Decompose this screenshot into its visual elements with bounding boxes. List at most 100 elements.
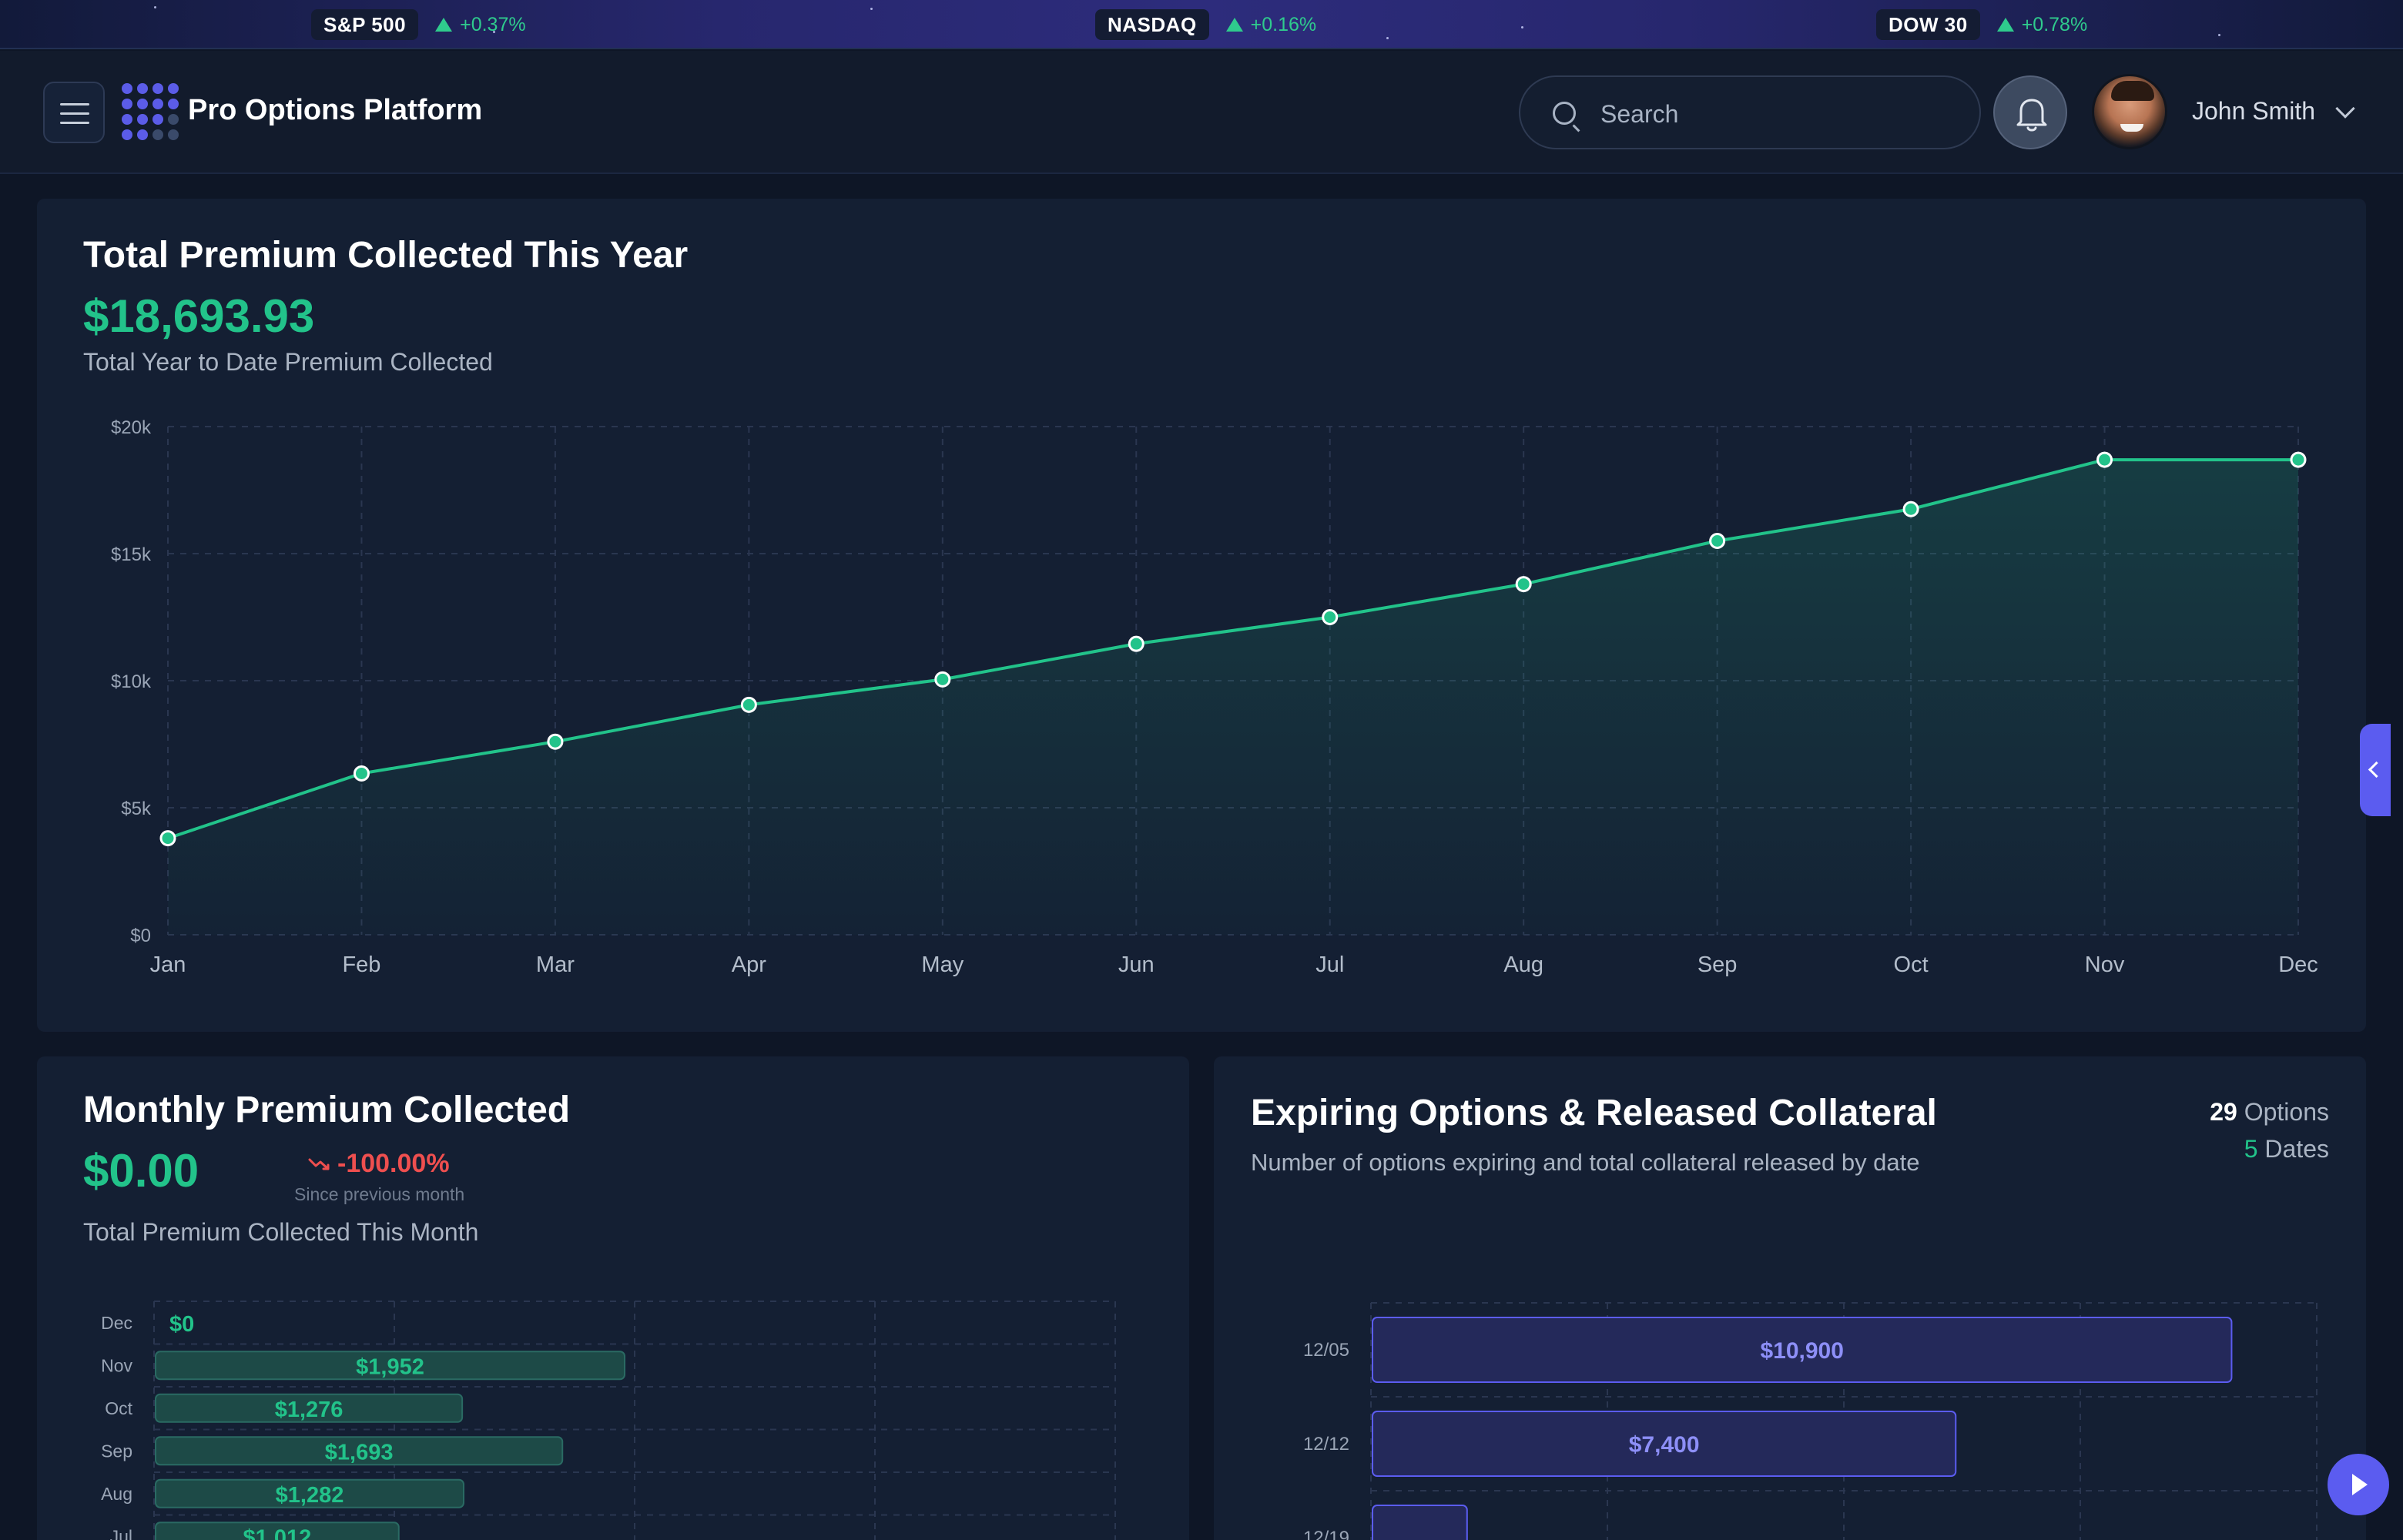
top-header: Pro Options Platform Search John Smith: [0, 51, 2403, 174]
hamburger-icon: [60, 103, 89, 105]
avatar[interactable]: [2092, 74, 2167, 149]
chevron-down-icon[interactable]: [2335, 99, 2355, 119]
ticker-item-dow30[interactable]: DOW 30 +0.78%: [1876, 9, 2087, 40]
ticker-symbol: S&P 500: [311, 9, 419, 40]
data-point: [2290, 451, 2307, 468]
monthly-premium-value: $0.00: [83, 1145, 199, 1197]
up-arrow-icon: [435, 18, 453, 32]
ticker-change: +0.78%: [1996, 13, 2088, 36]
options-label: Options: [2244, 1098, 2329, 1126]
market-ticker: S&P 500 +0.37% NASDAQ +0.16% DOW 30 +0.7…: [0, 0, 2403, 49]
x-tick-label: Mar: [536, 952, 575, 977]
star-decoration: [1521, 26, 1523, 28]
up-arrow-icon: [1996, 18, 2014, 32]
bell-icon: [2016, 99, 2047, 132]
bar: [155, 1436, 564, 1466]
x-tick-label: Oct: [1894, 952, 1929, 977]
category-label: Jul: [110, 1526, 132, 1540]
category-label: 12/19: [1303, 1528, 1349, 1540]
bar-value-label: $1,952: [356, 1354, 424, 1379]
series-line: [167, 458, 2298, 840]
bar-value-label: $7,400: [1629, 1432, 1700, 1458]
data-point: [353, 765, 370, 782]
search-input[interactable]: Search: [1519, 75, 1981, 149]
ticker-symbol: NASDAQ: [1095, 9, 1209, 40]
star-decoration: [2218, 34, 2220, 36]
bar-value-label: $1,276: [275, 1398, 344, 1422]
star-decoration: [1386, 37, 1389, 39]
ticker-change: +0.16%: [1225, 14, 1316, 36]
monthly-premium-title: Monthly Premium Collected: [83, 1090, 571, 1130]
ticker-item-nasdaq[interactable]: NASDAQ +0.16%: [1095, 9, 1316, 40]
total-premium-card: Total Premium Collected This Year $18,69…: [37, 199, 2366, 1032]
category-label: Aug: [101, 1484, 132, 1504]
monthly-change: -100.00%: [308, 1149, 450, 1179]
hamburger-icon: [60, 122, 89, 124]
star-decoration: [154, 6, 156, 8]
options-count: 29: [2210, 1098, 2237, 1126]
monthly-premium-card: Monthly Premium Collected $0.00 -100.00%…: [37, 1056, 1189, 1540]
x-tick-label: Nov: [2085, 952, 2125, 977]
x-tick-label: May: [921, 952, 964, 977]
expiring-options-card: Expiring Options & Released Collateral N…: [1214, 1056, 2366, 1540]
data-point: [1902, 500, 1919, 517]
bar: [155, 1393, 464, 1423]
expiring-title: Expiring Options & Released Collateral: [1251, 1093, 1937, 1133]
bar-value-label: $1,693: [325, 1440, 394, 1465]
series-area: [168, 460, 2298, 935]
ticker-change-value: +0.78%: [2021, 13, 2088, 35]
total-premium-value: $18,693.93: [83, 290, 315, 342]
data-point: [1322, 609, 1339, 625]
bar: [155, 1522, 400, 1540]
ticker-symbol: DOW 30: [1876, 9, 1980, 40]
expiring-summary: 29 Options 5 Dates: [2210, 1093, 2329, 1167]
play-button[interactable]: [2328, 1454, 2389, 1515]
data-point: [1709, 533, 1726, 549]
y-tick-label: $10k: [111, 671, 152, 692]
search-placeholder: Search: [1600, 100, 1679, 128]
cumulative-premium-chart: $0 $5k $10k $15k $20k Jan Feb Mar Apr May Jun Jul Au…: [111, 417, 2318, 977]
hamburger-icon: [60, 112, 89, 115]
x-tick-label: Feb: [342, 952, 380, 977]
up-arrow-icon: [1225, 18, 1243, 32]
bar-value-label: $1,012: [243, 1525, 312, 1540]
bar: [1372, 1317, 2233, 1383]
bar: [1372, 1505, 1468, 1540]
monthly-change-value: -100.00%: [337, 1149, 450, 1178]
star-decoration: [870, 8, 873, 10]
total-premium-title: Total Premium Collected This Year: [83, 235, 689, 276]
dates-count: 5: [2244, 1135, 2258, 1163]
y-tick-label: $15k: [111, 544, 152, 565]
bar: [155, 1478, 464, 1508]
category-label: Dec: [101, 1313, 132, 1333]
sidebar-collapse-button[interactable]: [2360, 724, 2391, 816]
category-label: 12/12: [1303, 1434, 1349, 1455]
bar-value-label: $10,900: [1760, 1338, 1843, 1364]
user-name[interactable]: John Smith: [2192, 97, 2316, 125]
ticker-item-sp500[interactable]: S&P 500 +0.37%: [311, 9, 526, 40]
trend-down-icon: [308, 1158, 330, 1170]
monthly-premium-subtitle: Total Premium Collected This Month: [83, 1218, 479, 1246]
notifications-button[interactable]: [1993, 75, 2067, 149]
search-icon: [1553, 102, 1576, 125]
category-label: Nov: [101, 1355, 132, 1375]
ticker-change-value: +0.37%: [460, 13, 526, 35]
category-label: Sep: [101, 1441, 132, 1461]
x-tick-label: Sep: [1698, 952, 1738, 977]
ticker-change: +0.37%: [435, 14, 526, 36]
expiring-subtitle: Number of options expiring and total col…: [1251, 1149, 1920, 1176]
x-tick-label: Jun: [1118, 952, 1155, 977]
menu-button[interactable]: [43, 82, 105, 143]
y-tick-label: $0: [130, 926, 151, 946]
data-point: [547, 733, 564, 750]
logo-icon: [122, 83, 179, 140]
category-label: 12/05: [1303, 1340, 1349, 1361]
app-title: Pro Options Platform: [188, 94, 483, 126]
x-tick-label: Apr: [732, 952, 766, 977]
monthly-change-caption: Since previous month: [294, 1184, 465, 1204]
bar-value-label: $0: [169, 1312, 194, 1337]
category-label: Oct: [105, 1398, 132, 1418]
data-point: [1515, 576, 1532, 593]
bar: [1372, 1411, 1957, 1477]
data-point: [2096, 451, 2113, 468]
